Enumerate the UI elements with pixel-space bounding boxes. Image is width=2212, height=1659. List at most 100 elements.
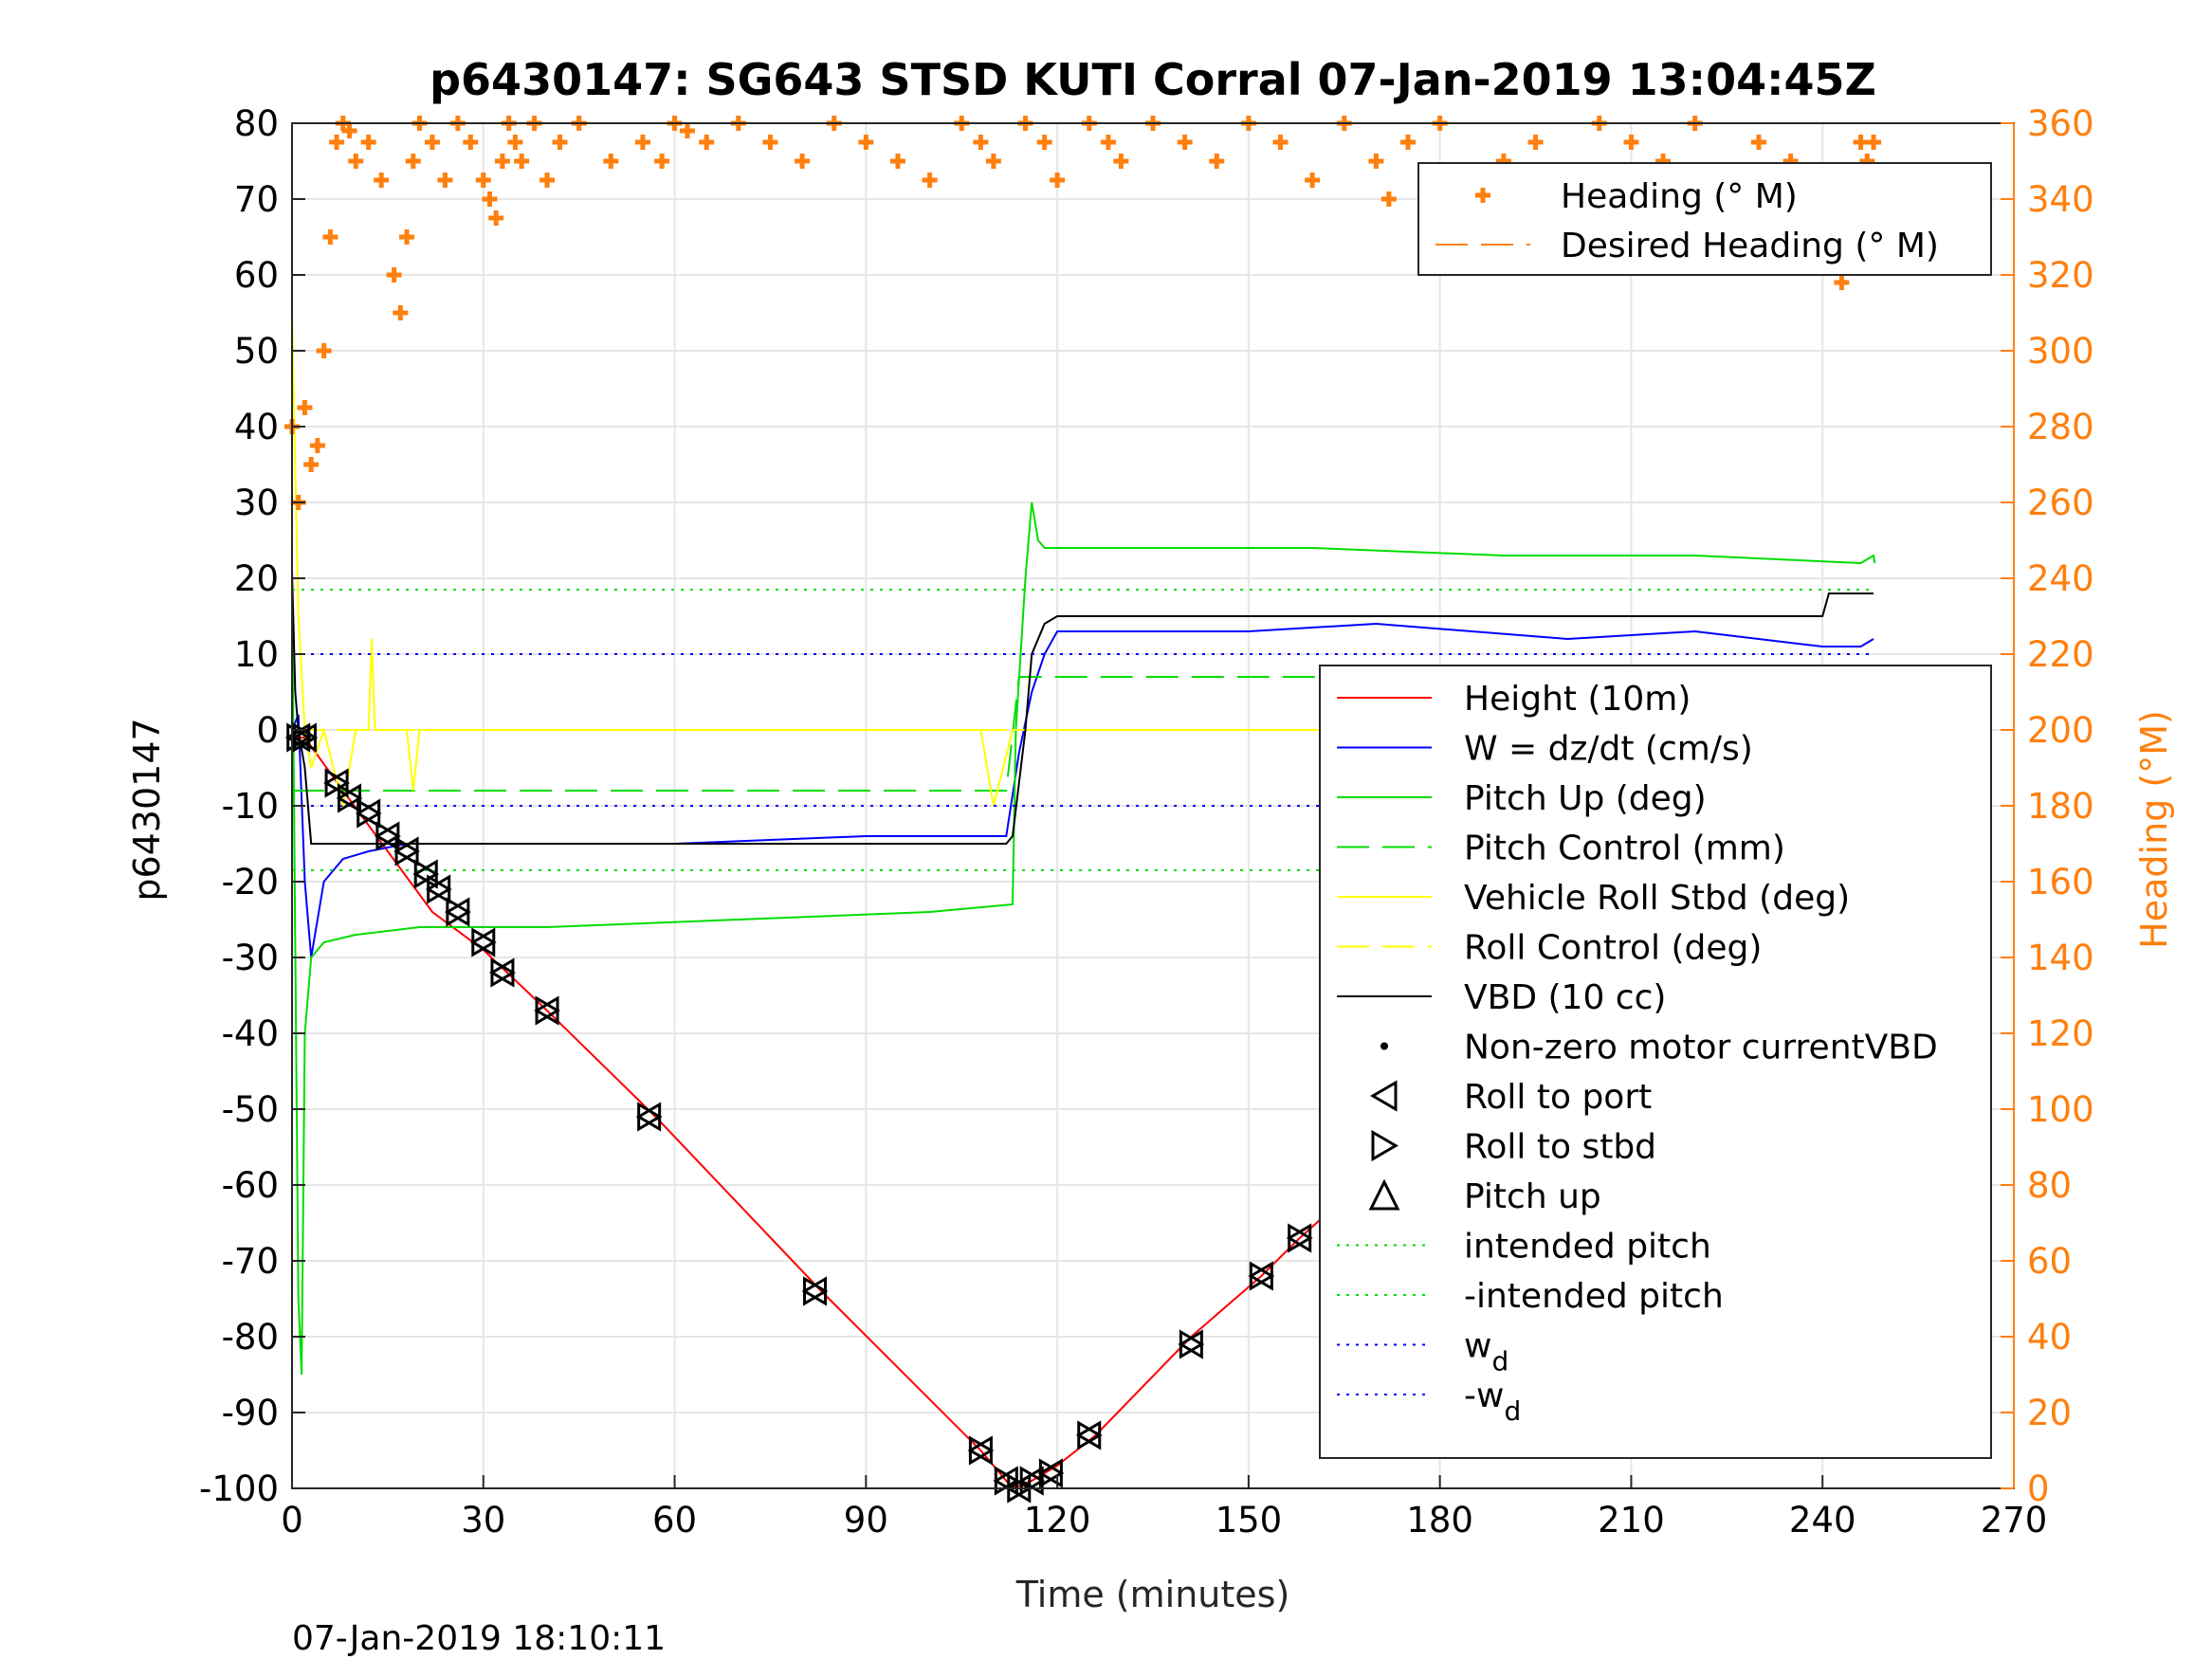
roll-to-stbd-marker	[1249, 1261, 1275, 1291]
heading-point	[374, 173, 390, 188]
heading-point	[889, 154, 905, 169]
roll-to-stbd-marker	[1019, 1466, 1046, 1496]
legend-main-label: intended pitch	[1464, 1228, 1711, 1267]
legend-heading: Heading (° M) Desired Heading (° M)	[1417, 162, 1992, 276]
heading-point	[297, 400, 313, 415]
roll-to-stbd-marker	[535, 995, 560, 1026]
heading-point	[303, 457, 320, 472]
x-tick-label: 30	[461, 1500, 505, 1540]
roll-to-stbd-marker	[427, 874, 452, 904]
heading-point	[386, 267, 402, 283]
roll-to-stbd-marker	[324, 768, 351, 798]
legend-heading-box	[1417, 162, 1992, 276]
heading-point	[1834, 275, 1850, 290]
roll-to-stbd-marker	[994, 1466, 1020, 1496]
heading-point	[482, 191, 498, 207]
y-left-tick-label: 10	[234, 634, 279, 675]
y-left-tick-label: -90	[222, 1393, 279, 1433]
heading-point	[603, 154, 619, 169]
y-right-axis-label: Heading (°M)	[2133, 710, 2175, 949]
y-right-tick-label: 80	[2027, 1165, 2072, 1206]
heading-point	[699, 135, 715, 150]
heading-point	[463, 135, 479, 150]
roll-to-stbd-marker	[1038, 1458, 1065, 1488]
x-tick-label: 240	[1789, 1500, 1856, 1540]
legend-subscript: d	[1504, 1395, 1521, 1427]
roll-to-stbd-marker	[1179, 1329, 1205, 1359]
heading-point	[329, 135, 345, 150]
x-tick-label: 180	[1406, 1500, 1473, 1540]
series-w-dz-dt-cm-s	[291, 622, 1874, 958]
heading-point	[488, 210, 504, 226]
legend-sample	[1368, 1178, 1400, 1211]
y-right-tick-label: 60	[2027, 1241, 2072, 1282]
heading-point	[348, 154, 364, 169]
roll-to-stbd-marker	[637, 1102, 663, 1132]
y-right-tick-label: 360	[2027, 103, 2094, 144]
heading-point	[1400, 135, 1417, 150]
heading-point	[1368, 154, 1384, 169]
y-right-tick-label: 100	[2027, 1089, 2094, 1130]
heading-point	[309, 438, 325, 453]
legend-main-label: W = dz/dt (cm/s)	[1464, 730, 1753, 769]
heading-point	[393, 305, 409, 320]
x-tick-label: 0	[281, 1500, 303, 1540]
roll-to-stbd-marker	[356, 798, 382, 829]
legend-subscript: d	[1491, 1346, 1508, 1377]
y-left-tick-label: 0	[256, 710, 279, 751]
roll-to-stbd-marker	[292, 722, 319, 753]
y-right-tick-label: 120	[2027, 1013, 2094, 1054]
roll-to-stbd-marker	[413, 859, 440, 889]
heading-point	[316, 343, 332, 358]
heading-point	[795, 154, 811, 169]
heading-point	[1380, 191, 1397, 207]
legend-heading-label: Heading (° M)	[1561, 177, 1798, 216]
y-right-tick-label: 160	[2027, 862, 2094, 902]
heading-point	[634, 135, 650, 150]
y-left-tick-label: 70	[234, 179, 279, 220]
roll-to-stbd-marker	[1077, 1420, 1103, 1450]
legend-main-label: Pitch up	[1464, 1177, 1601, 1216]
heading-point	[360, 135, 376, 150]
roll-to-stbd-marker	[446, 897, 471, 927]
roll-to-stbd-marker	[338, 783, 363, 813]
y-left-tick-label: -60	[222, 1165, 279, 1206]
legend-sample	[1371, 1129, 1398, 1162]
heading-point	[973, 135, 989, 150]
y-left-tick-label: -30	[222, 938, 279, 978]
roll-to-stbd-marker	[968, 1435, 995, 1466]
roll-to-stbd-marker	[803, 1276, 829, 1306]
heading-point	[341, 123, 357, 138]
chart-title: p6430147: SG643 STSD KUTI Corral 07-Jan-…	[430, 54, 1876, 105]
heading-point	[322, 229, 338, 245]
y-right-tick-label: 280	[2027, 407, 2094, 447]
heading-point	[494, 154, 510, 169]
legend-main-label: Pitch Control (mm)	[1464, 830, 1785, 868]
heading-point	[437, 173, 453, 188]
x-axis-label: Time (minutes)	[1015, 1574, 1290, 1615]
heading-point	[405, 154, 421, 169]
roll-to-stbd-marker	[375, 821, 401, 851]
y-right-tick-label: 0	[2027, 1468, 2050, 1509]
y-left-axis-label: p6430147	[126, 718, 168, 901]
heading-point	[399, 229, 415, 245]
legend-main-label: Roll to port	[1464, 1078, 1652, 1117]
y-left-tick-label: -10	[222, 786, 279, 827]
heading-point	[1272, 135, 1289, 150]
heading-point	[858, 135, 874, 150]
legend-sample	[1370, 1080, 1398, 1112]
legend-main-label: -intended pitch	[1464, 1277, 1724, 1316]
roll-to-stbd-marker	[394, 836, 421, 866]
heading-point	[762, 135, 778, 150]
y-right-tick-label: 320	[2027, 255, 2094, 296]
legend-sample	[1475, 188, 1490, 203]
x-tick-label: 90	[844, 1500, 888, 1540]
x-tick-label: 270	[1981, 1500, 2048, 1540]
ticks-layer: 0 30 60 90 120 150 180 210 240 270 80 70 60 50 40 30 20 1…	[199, 103, 2094, 1540]
heading-point	[1100, 135, 1116, 150]
y-right-tick-label: 200	[2027, 710, 2094, 751]
y-right-tick-label: 260	[2027, 483, 2094, 523]
y-right-tick-label: 20	[2027, 1393, 2072, 1433]
heading-point	[1305, 173, 1321, 188]
heading-point	[654, 154, 670, 169]
